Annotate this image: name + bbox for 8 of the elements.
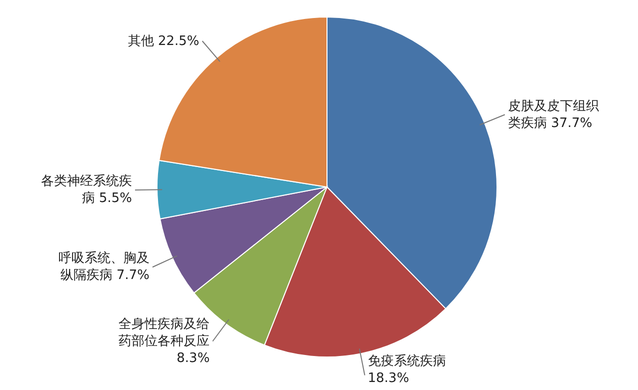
slice-label: 免疫系统疾病 — [368, 354, 446, 369]
slice-label: 其他 22.5% — [126, 32, 200, 50]
slice-label: 各类神经系统疾病 5.5% — [40, 173, 132, 208]
slice-label: 皮肤及皮下组织类疾病 37.7% — [508, 98, 600, 132]
slice-label: 全身性疾病及给药部位各种反应 — [118, 316, 210, 349]
data-label: 18.3% — [368, 371, 410, 386]
slice-label: 呼吸系统、胸及纵隔疾病 7.7% — [58, 250, 150, 284]
data-label: 8.3% — [176, 350, 210, 366]
